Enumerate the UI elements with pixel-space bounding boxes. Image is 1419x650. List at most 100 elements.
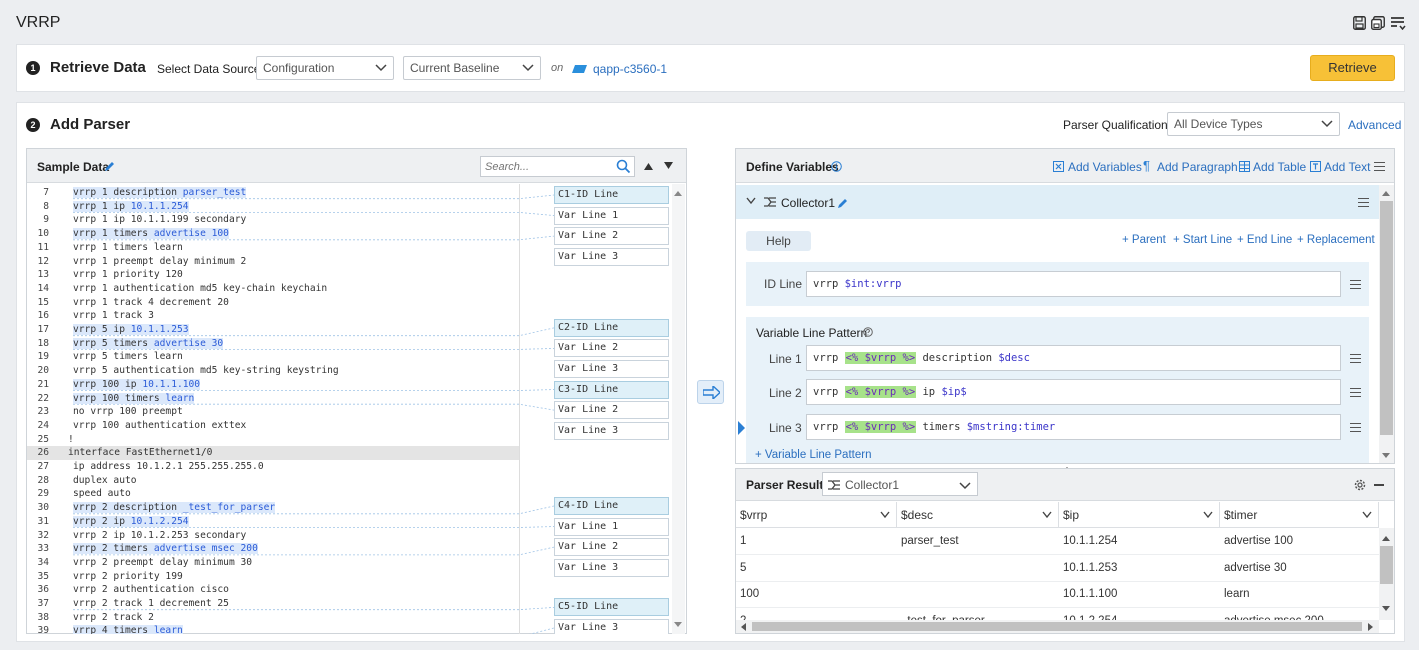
chevron-down-icon[interactable] — [1362, 511, 1372, 519]
parser-line-tag[interactable]: Var Line 3 — [554, 558, 669, 577]
scroll-thumb[interactable] — [1380, 546, 1393, 584]
pattern-line-menu-icon[interactable] — [1350, 354, 1361, 363]
column-header[interactable]: $vrrp — [736, 502, 897, 528]
line-number: 27 — [37, 461, 49, 472]
chevron-down-icon[interactable] — [1203, 511, 1213, 519]
scroll-up-icon[interactable] — [674, 190, 682, 196]
chevron-down-icon[interactable] — [746, 197, 756, 205]
scroll-down-icon[interactable] — [674, 622, 682, 628]
chevron-down-icon[interactable] — [880, 511, 890, 519]
result-vscrollbar[interactable] — [1379, 528, 1394, 620]
add-start-line-link[interactable]: + Start Line — [1173, 234, 1233, 246]
parser-line-tag[interactable]: Var Line 2 — [554, 339, 669, 358]
advanced-link[interactable]: Advanced — [1348, 118, 1402, 132]
code-plain: vrrp 5 timers learn — [73, 351, 183, 363]
add-variables-icon[interactable] — [1053, 161, 1064, 172]
parser-line-tag[interactable]: Var Line 2 — [554, 538, 669, 557]
code-line: 18 vrrp 5 timers advertise 30 — [27, 337, 519, 351]
arrow-up-icon[interactable] — [644, 162, 653, 170]
column-header[interactable]: $timer — [1220, 502, 1379, 528]
save-as-icon[interactable] — [1371, 16, 1385, 30]
parser-line-tag[interactable]: Var Line 3 — [554, 247, 669, 266]
parser-line-tag[interactable]: Var Line 3 — [554, 359, 669, 378]
add-table-button[interactable]: Add Table — [1253, 160, 1307, 174]
menu-icon[interactable] — [1374, 162, 1385, 171]
collector-icon — [764, 197, 776, 207]
pattern-line-menu-icon[interactable] — [1350, 423, 1361, 432]
pattern-line-input[interactable]: vrrp <% $vrrp %> description $desc — [806, 345, 1341, 371]
scroll-thumb[interactable] — [752, 622, 1362, 631]
arrow-down-icon[interactable] — [664, 162, 673, 170]
parser-line-tag[interactable]: Var Line 1 — [554, 517, 669, 536]
add-paragraph-button[interactable]: Add Paragraph — [1157, 160, 1238, 174]
line-number: 39 — [37, 625, 49, 634]
retrieve-button[interactable]: Retrieve — [1310, 55, 1395, 81]
parser-line-tag[interactable]: Var Line 2 — [554, 401, 669, 420]
device-link[interactable]: qapp-c3560-1 — [593, 62, 668, 76]
parser-line-tag[interactable]: Var Line 2 — [554, 227, 669, 246]
info-icon[interactable] — [831, 161, 842, 172]
baseline-select[interactable]: Current Baseline — [403, 56, 541, 80]
line-text: speed auto — [73, 487, 131, 501]
scroll-up-icon[interactable] — [1382, 535, 1390, 541]
search-box[interactable] — [480, 156, 635, 177]
minimize-icon[interactable] — [1374, 484, 1384, 486]
add-variables-button[interactable]: Add Variables — [1068, 160, 1142, 174]
parser-line-tag[interactable]: C2-ID Line — [554, 318, 669, 337]
scroll-thumb[interactable] — [1380, 201, 1393, 435]
sample-scrollbar[interactable] — [672, 184, 685, 634]
scroll-right-icon[interactable] — [1368, 623, 1374, 631]
code-plain: vrrp 2 preempt delay minimum 30 — [73, 556, 253, 568]
id-line-menu-icon[interactable] — [1350, 280, 1361, 289]
parser-line-tag[interactable]: C1-ID Line — [554, 186, 669, 204]
pattern-line-input[interactable]: vrrp <% $vrrp %> timers $mstring:timer — [806, 414, 1341, 440]
pattern-line-input[interactable]: vrrp <% $vrrp %> ip $ip$ — [806, 379, 1341, 405]
add-text-button[interactable]: Add Text — [1324, 160, 1371, 174]
edit-pencil-icon[interactable] — [837, 198, 848, 209]
settings-gear-icon[interactable] — [1354, 479, 1366, 491]
code-line: 11 vrrp 1 timers learn — [27, 241, 519, 255]
pattern-line-menu-icon[interactable] — [1350, 388, 1361, 397]
chevron-down-icon[interactable] — [1042, 511, 1052, 519]
scroll-down-icon[interactable] — [1382, 453, 1390, 459]
id-line-input[interactable]: vrrp $int:vrrp — [806, 271, 1341, 297]
properties-icon[interactable] — [1391, 16, 1406, 31]
code-keyword: parser_test — [182, 187, 247, 198]
table-icon — [1239, 161, 1250, 172]
scroll-left-icon[interactable] — [740, 623, 746, 631]
add-parent-link[interactable]: + Parent — [1122, 234, 1166, 246]
help-button[interactable]: Help — [746, 231, 811, 251]
add-variable-line-pattern-link[interactable]: + Variable Line Pattern — [755, 449, 872, 461]
scroll-down-icon[interactable] — [1382, 606, 1390, 612]
line-text: vrrp 1 authentication md5 key-chain keyc… — [73, 282, 327, 296]
add-replacement-link[interactable]: + Replacement — [1297, 234, 1375, 246]
parser-line-tag[interactable]: Var Line 3 — [554, 618, 669, 634]
result-collector-select[interactable]: Collector1 — [822, 472, 978, 496]
code-plain: vrrp 2 ip 10.1.2.253 secondary — [73, 529, 247, 541]
search-input[interactable] — [485, 159, 610, 174]
line-number: 34 — [37, 556, 49, 568]
parser-line-tag[interactable]: C4-ID Line — [554, 496, 669, 515]
pattern-text: vrrp — [813, 421, 845, 433]
collector-menu-icon[interactable] — [1358, 198, 1369, 207]
parser-qualification-select[interactable]: All Device Types — [1167, 112, 1340, 136]
parser-line-tag[interactable]: C3-ID Line — [554, 380, 669, 399]
sample-data-title: Sample Data — [37, 160, 110, 174]
column-header[interactable]: $ip — [1059, 502, 1220, 528]
save-icon[interactable] — [1353, 16, 1366, 30]
data-source-select[interactable]: Configuration — [256, 56, 394, 80]
parser-line-tag[interactable]: Var Line 1 — [554, 206, 669, 225]
search-icon[interactable] — [616, 159, 631, 174]
scroll-up-icon[interactable] — [1382, 190, 1390, 196]
apply-arrow-button[interactable] — [697, 380, 724, 404]
result-hscrollbar[interactable] — [736, 620, 1379, 633]
help-icon[interactable] — [863, 327, 873, 337]
edit-pencil-icon[interactable] — [104, 161, 115, 172]
code-highlight: vrrp 1 ip — [73, 200, 131, 212]
parser-line-tag[interactable]: Var Line 3 — [554, 421, 669, 440]
line-text: vrrp 2 timers advertise msec 200 — [73, 542, 258, 556]
define-scrollbar[interactable] — [1379, 185, 1394, 463]
add-end-line-link[interactable]: + End Line — [1237, 234, 1293, 246]
parser-line-tag[interactable]: C5-ID Line — [554, 598, 669, 617]
column-header[interactable]: $desc — [897, 502, 1059, 528]
